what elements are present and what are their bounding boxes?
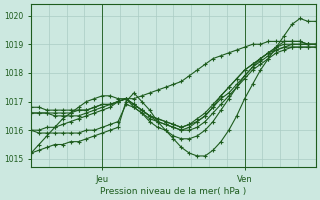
X-axis label: Pression niveau de la mer( hPa ): Pression niveau de la mer( hPa ) — [100, 187, 247, 196]
